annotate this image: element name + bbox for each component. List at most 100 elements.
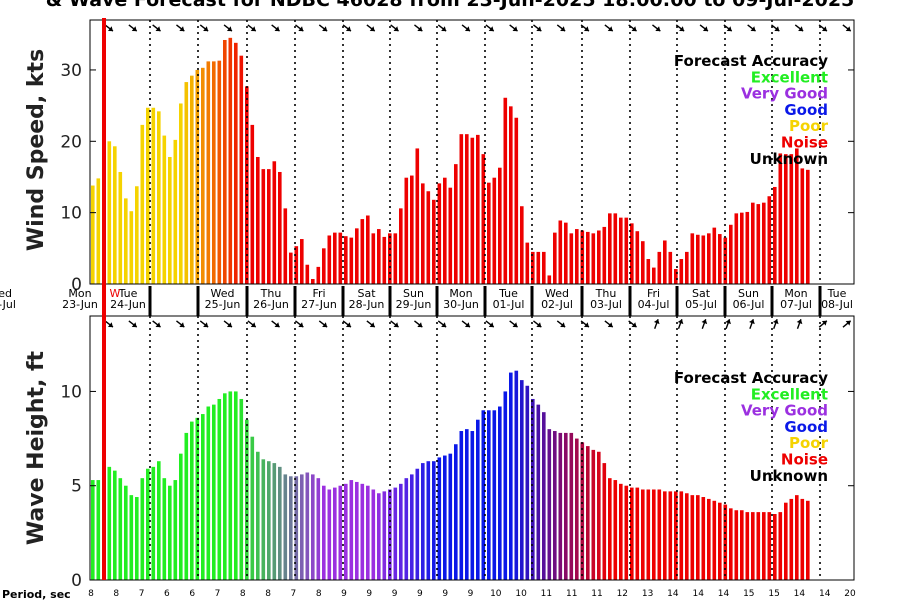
wave-bar (608, 478, 612, 580)
wave-bar (767, 512, 772, 580)
wave-bar (756, 512, 761, 580)
wind-direction-arrow (223, 24, 233, 32)
wind-bar (525, 242, 530, 284)
wave-bar (602, 463, 607, 580)
wave-bar (261, 459, 266, 580)
wave-bar (96, 480, 101, 580)
day-label-dow: Wed (211, 287, 235, 300)
wave-direction-arrow (772, 319, 779, 329)
legend-entry: Noise (781, 451, 828, 469)
wave-bar (729, 508, 733, 580)
wave-bar (663, 491, 667, 580)
wave-bar (382, 491, 387, 580)
wind-bar (316, 266, 321, 284)
wave-bar (162, 478, 167, 580)
period-value: 14 (667, 589, 679, 599)
wave-bar (800, 498, 805, 580)
wave-bar (415, 468, 420, 580)
wave-bar (388, 489, 392, 580)
day-label-dow: Fri (312, 287, 325, 300)
wind-bar (553, 232, 557, 284)
legend-title: Forecast Accuracy (674, 369, 828, 387)
wind-bar (179, 103, 183, 284)
wave-direction-arrow (749, 319, 755, 329)
wave-direction-arrow (176, 320, 185, 328)
wave-bar (437, 457, 442, 580)
wind-bar (503, 97, 508, 285)
wave-bar (696, 495, 700, 580)
wave-bar (795, 495, 799, 580)
period-value: 8 (113, 589, 119, 599)
wind-direction-arrow (437, 24, 447, 32)
wave-bar (377, 493, 381, 580)
wave-bar (399, 483, 403, 580)
wind-direction-arrow (176, 24, 185, 32)
wave-bar (135, 497, 139, 580)
wind-bar (360, 219, 365, 284)
wind-bar (421, 183, 425, 284)
period-value: 15 (768, 589, 779, 599)
period-value: 6 (189, 589, 195, 599)
wave-bar (487, 410, 491, 580)
day-separator (628, 286, 632, 316)
wave-y-tick-label: 5 (71, 477, 82, 497)
period-value: 7 (215, 589, 221, 599)
wind-bar (690, 233, 695, 284)
wave-bar (245, 419, 249, 580)
wave-bar (542, 412, 546, 580)
wind-direction-arrow (580, 24, 590, 32)
wave-bar (283, 474, 288, 580)
wave-bar (118, 478, 123, 580)
period-value: 10 (515, 589, 527, 599)
wind-bar (624, 217, 629, 284)
wind-bar (305, 264, 310, 284)
wave-bar (151, 466, 156, 580)
wave-direction-arrow (485, 320, 495, 328)
wave-bar (723, 504, 728, 580)
wind-bar (630, 223, 634, 284)
wind-bar (355, 228, 359, 284)
current-time-marker-label: W (110, 287, 121, 300)
legend-entry: Excellent (751, 68, 828, 86)
wind-direction-arrow (295, 24, 304, 32)
day-separator (293, 286, 297, 316)
wave-bar (784, 502, 788, 580)
legend-entry: Poor (789, 434, 829, 452)
wind-direction-arrow (152, 24, 161, 32)
wave-direction-arrow (437, 320, 447, 328)
wind-bar (140, 124, 145, 284)
wind-bar (558, 220, 563, 284)
wind-bar (767, 196, 772, 284)
wind-direction-arrow (842, 24, 852, 32)
day-label-dow: Wed (545, 287, 569, 300)
day-separator (245, 286, 249, 316)
wave-direction-arrow (509, 320, 518, 328)
day-label-date: 24-Jun (110, 298, 146, 311)
wind-bar (250, 124, 255, 284)
wind-bar (338, 232, 343, 284)
legend-entry: Noise (781, 134, 828, 152)
wave-bar (322, 485, 326, 580)
wave-bar (740, 510, 744, 580)
wave-bar (289, 476, 293, 580)
wind-bar (267, 169, 271, 284)
wave-bar (806, 500, 810, 580)
period-value: 9 (417, 589, 423, 599)
wind-bar (184, 82, 189, 284)
wind-bar (206, 61, 211, 284)
period-value: 8 (265, 589, 271, 599)
day-label-date: 03-Jul (590, 298, 622, 311)
wave-bar (113, 470, 117, 580)
wind-bar (399, 208, 403, 284)
wind-bar (646, 259, 651, 284)
wind-bar (283, 208, 288, 284)
wave-bar (718, 502, 722, 580)
wind-bar (740, 212, 744, 284)
wind-bar (685, 251, 689, 284)
wave-bar (531, 398, 535, 580)
wind-bar (580, 230, 585, 284)
wind-bar (696, 234, 700, 284)
wave-bar (432, 461, 436, 580)
wave-bar (157, 461, 161, 580)
wind-bar (520, 206, 524, 284)
